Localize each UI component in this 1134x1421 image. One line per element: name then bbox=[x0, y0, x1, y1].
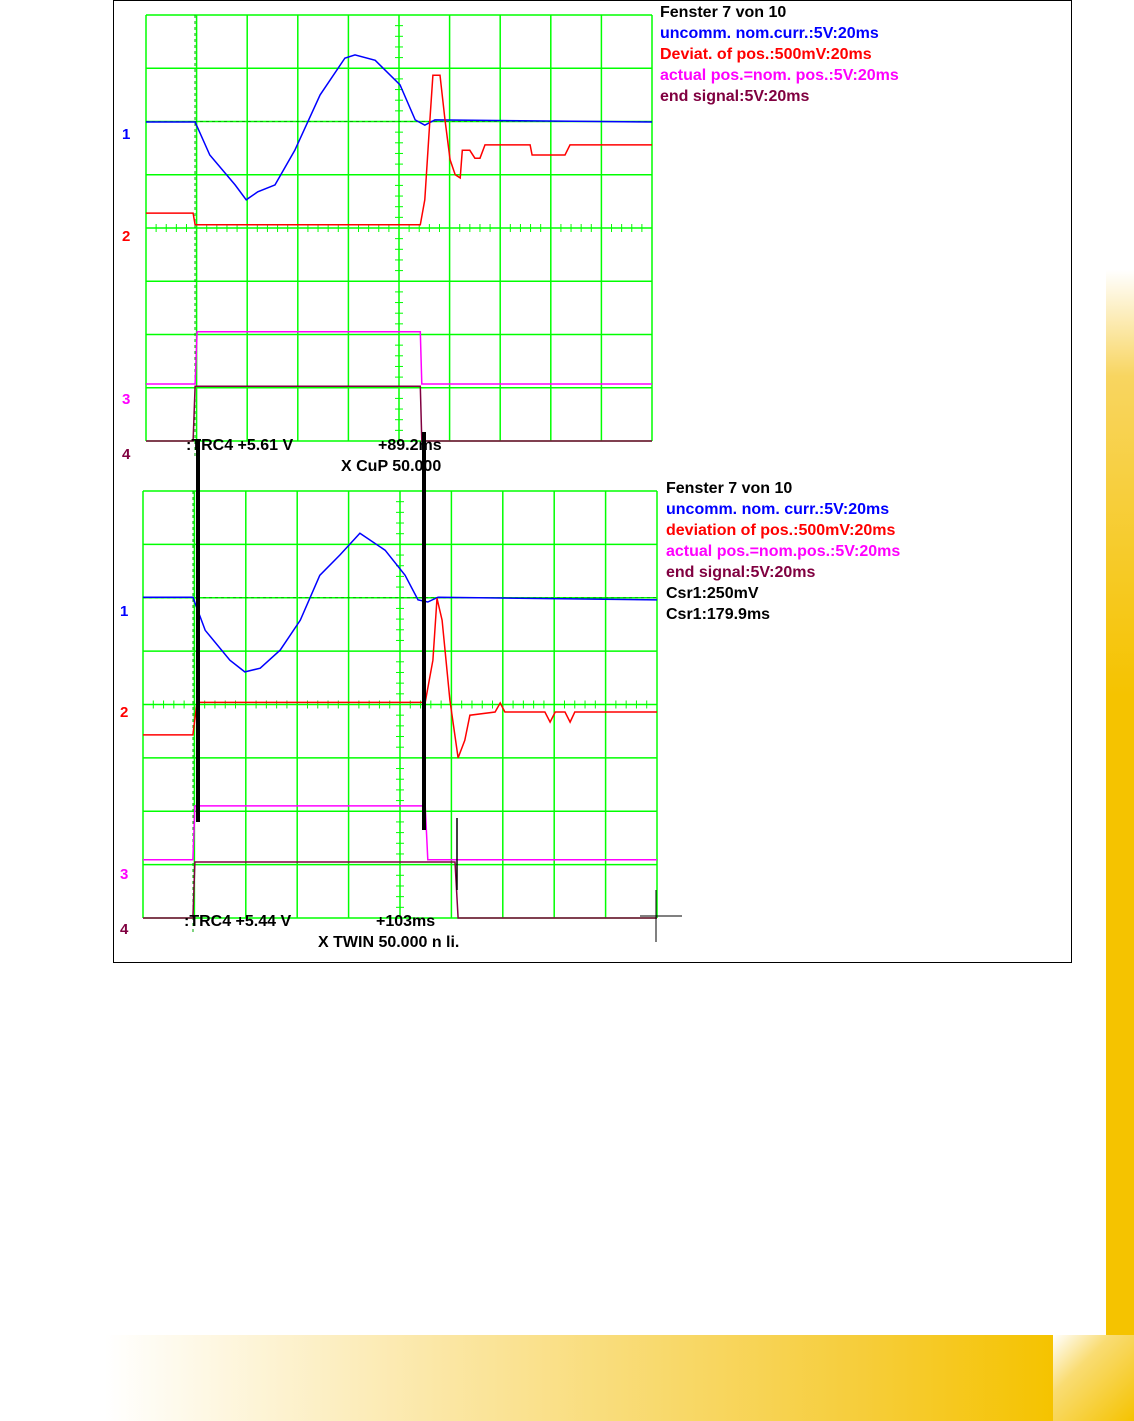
trace-channel-4 bbox=[146, 385, 652, 442]
legend-entry: actual pos.=nom. pos.:5V:20ms bbox=[660, 67, 899, 84]
legend-entry: end signal:5V:20ms bbox=[666, 564, 816, 581]
trace-channel-2 bbox=[146, 74, 652, 226]
trace-channel-4 bbox=[143, 861, 657, 919]
legend-entry: uncomm. nom. curr.:5V:20ms bbox=[666, 501, 890, 518]
trace-channel-1 bbox=[146, 54, 653, 201]
legend-entry: uncomm. nom.curr.:5V:20ms bbox=[660, 25, 879, 42]
trc-readout: :TRC4 +5.44 V bbox=[184, 913, 292, 930]
decorative-corner bbox=[1053, 1335, 1134, 1421]
oscilloscope-plots bbox=[142, 14, 682, 942]
legend-entry: Csr1:179.9ms bbox=[666, 606, 771, 623]
legend-entry: actual pos.=nom.pos.:5V:20ms bbox=[666, 543, 901, 560]
channel-label: 3 bbox=[122, 391, 131, 408]
legend-entry: Csr1:250mV bbox=[666, 585, 759, 602]
time-readout: +89.2ms bbox=[378, 437, 442, 454]
channel-label: 2 bbox=[122, 228, 131, 245]
cursor-readout: X CuP 50.000 bbox=[341, 458, 442, 475]
time-readout: +103ms bbox=[376, 913, 436, 930]
legend-entry: Deviat. of pos.:500mV:20ms bbox=[660, 46, 872, 63]
legend-entry: end signal:5V:20ms bbox=[660, 88, 810, 105]
cursor-bar-right[interactable] bbox=[422, 432, 426, 830]
legend-title: Fenster 7 von 10 bbox=[666, 480, 793, 497]
channel-label: 1 bbox=[120, 603, 129, 620]
cursor-bar-left[interactable] bbox=[196, 440, 200, 822]
legend-title: Fenster 7 von 10 bbox=[660, 4, 787, 21]
cursor-readout: X TWIN 50.000 n li. bbox=[318, 934, 460, 951]
trace-channel-3 bbox=[146, 331, 652, 385]
trc-readout: :TRC4 +5.61 V bbox=[186, 437, 294, 454]
decorative-bottom-bar bbox=[105, 1335, 1053, 1421]
legend-top: Fenster 7 von 10 uncomm. nom.curr.:5V:20… bbox=[660, 2, 899, 107]
scope-frame bbox=[113, 0, 1072, 963]
trace-channel-2 bbox=[143, 598, 657, 759]
legend-bottom: Fenster 7 von 10 uncomm. nom. curr.:5V:2… bbox=[666, 478, 900, 625]
channel-label: 4 bbox=[120, 921, 129, 938]
trace-channel-1 bbox=[143, 532, 658, 673]
channel-label: 4 bbox=[122, 446, 131, 463]
channel-label: 2 bbox=[120, 704, 129, 721]
decorative-side-bar bbox=[1106, 270, 1134, 1335]
trace-channel-3 bbox=[143, 805, 657, 861]
channel-label: 1 bbox=[122, 126, 131, 143]
channel-label: 3 bbox=[120, 866, 129, 883]
legend-entry: deviation of pos.:500mV:20ms bbox=[666, 522, 896, 539]
